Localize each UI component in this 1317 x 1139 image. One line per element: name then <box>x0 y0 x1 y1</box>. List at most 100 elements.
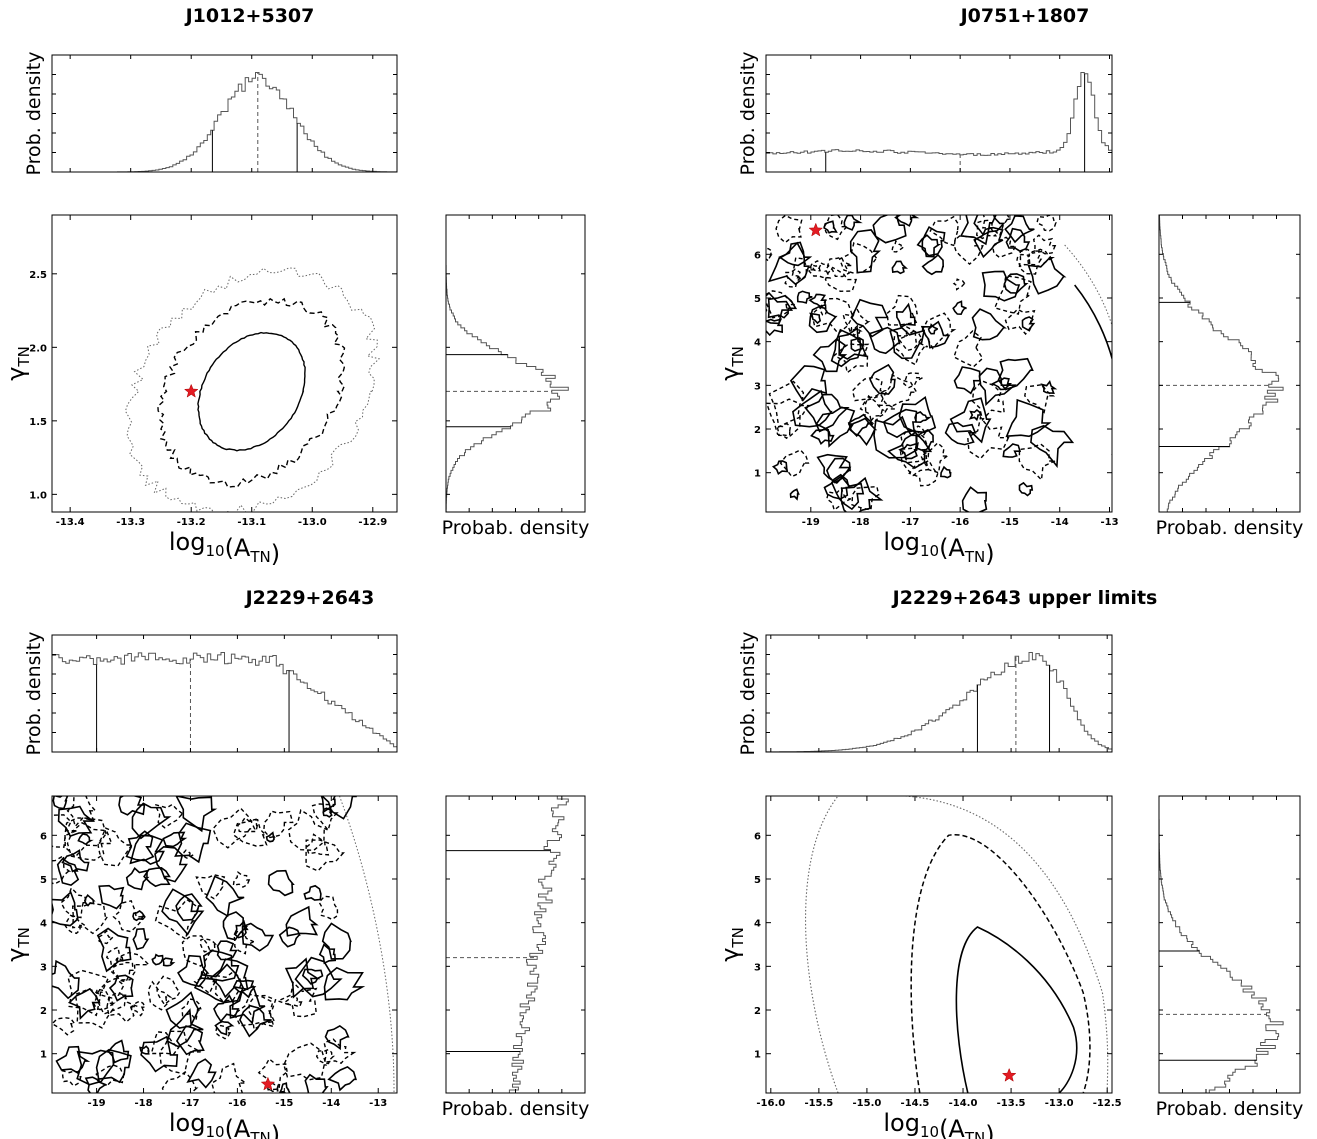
contour-solid <box>76 1049 115 1086</box>
joint-frame <box>51 795 398 1094</box>
contour-dashed <box>64 817 108 858</box>
contour-solid <box>823 473 850 500</box>
x-tick-label: -13.5 <box>997 1098 1026 1109</box>
contour-dashed <box>95 1064 125 1087</box>
contour-solid <box>84 1076 107 1093</box>
contour-solid <box>891 260 909 275</box>
y-tick-label: 4 <box>40 919 47 930</box>
x-tick-label: -15 <box>275 1098 293 1109</box>
contour-solid <box>955 926 1078 1093</box>
contour-solid <box>320 796 336 814</box>
joint-frame <box>765 214 1113 513</box>
contour-solid <box>920 320 951 349</box>
contour-solid <box>139 1045 150 1055</box>
marginal-x: Prob. density <box>737 52 1113 175</box>
contour-solid <box>125 867 150 891</box>
contour-solid <box>52 796 69 810</box>
contour-dashed <box>897 325 924 352</box>
contour-solid <box>914 411 932 424</box>
contour-solid <box>318 943 337 965</box>
histogram-y <box>446 215 569 512</box>
contour-dashed <box>305 833 330 856</box>
x-tick-label: -15 <box>1001 517 1019 528</box>
contour-solid <box>118 796 146 816</box>
contour-dashed <box>864 394 885 425</box>
contour-solid <box>151 953 164 966</box>
x-axis-label-part: (A <box>225 534 251 562</box>
panel-1: J1012+5307 -13.4 -13.3 -13.2 -13.1 -13.0 -12.9… <box>2 5 589 568</box>
contour-solid <box>840 476 884 512</box>
contour-solid <box>971 308 1007 341</box>
contour-solid <box>981 270 1021 302</box>
x-tick-label: -15.0 <box>853 1098 882 1109</box>
contour-solid <box>940 465 952 479</box>
x-tick-label: -12.9 <box>358 517 387 528</box>
x-axis-label-part: TN <box>249 1129 270 1139</box>
contour-dashed <box>921 312 957 350</box>
contour-dashed <box>157 297 346 488</box>
contour-solid <box>56 857 80 886</box>
contour-solid <box>165 991 201 1029</box>
contour-solid <box>869 363 896 395</box>
contour-solid <box>175 1025 205 1056</box>
y-tick-label: 2 <box>40 1006 47 1017</box>
contour-solid <box>239 1004 272 1038</box>
y-axis-label-part: γ <box>716 948 744 962</box>
contour-dashed <box>305 839 345 872</box>
contour-dashed <box>112 899 147 933</box>
y-tick-label: 2.0 <box>29 343 47 354</box>
contour-dashed <box>212 807 256 849</box>
contour-solid <box>898 442 919 460</box>
true-value-star <box>808 222 824 237</box>
contour-solid <box>838 326 868 360</box>
contour-solid <box>849 229 882 274</box>
histogram-y <box>446 796 569 1093</box>
contour-solid <box>1005 227 1031 252</box>
x-axis-label-part: log <box>883 528 920 556</box>
contour-dashed <box>199 938 217 953</box>
contour-solid <box>57 805 96 838</box>
contour-solid <box>808 305 838 334</box>
x-tick-label: -15.5 <box>804 1098 833 1109</box>
x-axis-label-part: ) <box>271 540 280 568</box>
contour-dashed <box>263 810 294 839</box>
contour-solid <box>816 453 852 485</box>
contour-solid <box>174 822 212 864</box>
marginal-y: Probab. density <box>442 214 589 539</box>
contour-solid <box>959 215 997 246</box>
x-axis-label: log10(ATN) <box>169 528 280 568</box>
contour-solid <box>98 884 125 910</box>
contour-solid <box>961 486 988 512</box>
x-tick-label: -14 <box>322 1098 340 1109</box>
contour-dashed <box>886 294 918 326</box>
contour-solid <box>213 994 240 1023</box>
contour-solid <box>1027 255 1067 295</box>
contour-solid <box>810 428 835 445</box>
contour-dashed <box>66 821 113 861</box>
contour-solid <box>301 968 324 985</box>
x-tick-label: -16.0 <box>756 1098 785 1109</box>
contour-solid <box>848 417 878 447</box>
contour-solid <box>1018 481 1034 497</box>
contour-dashed <box>910 834 1091 1093</box>
contour-solid <box>1040 380 1058 394</box>
x-tick-label: -19 <box>802 517 820 528</box>
y-axis-label-part: TN <box>729 346 747 367</box>
contour-solid <box>107 1039 130 1064</box>
x-tick-label: -13.1 <box>237 517 266 528</box>
contour-solid <box>278 926 301 948</box>
y-tick-label: 3 <box>754 381 761 392</box>
contour-solid <box>229 985 266 1025</box>
x-axis-label-part: ) <box>985 540 994 568</box>
contour-solid <box>233 919 249 939</box>
x-tick-label: -13.2 <box>177 517 206 528</box>
contour-dashed <box>233 993 275 1028</box>
x-axis-label-part: log <box>883 1109 920 1137</box>
contour-solid <box>267 869 295 897</box>
contour-solid <box>186 1058 217 1089</box>
contour-solid <box>767 294 798 319</box>
histogram-x <box>52 72 397 172</box>
x-tick-label: -16 <box>228 1098 246 1109</box>
y-axis-label: γTN <box>2 927 33 962</box>
histogram-y <box>1159 215 1284 512</box>
